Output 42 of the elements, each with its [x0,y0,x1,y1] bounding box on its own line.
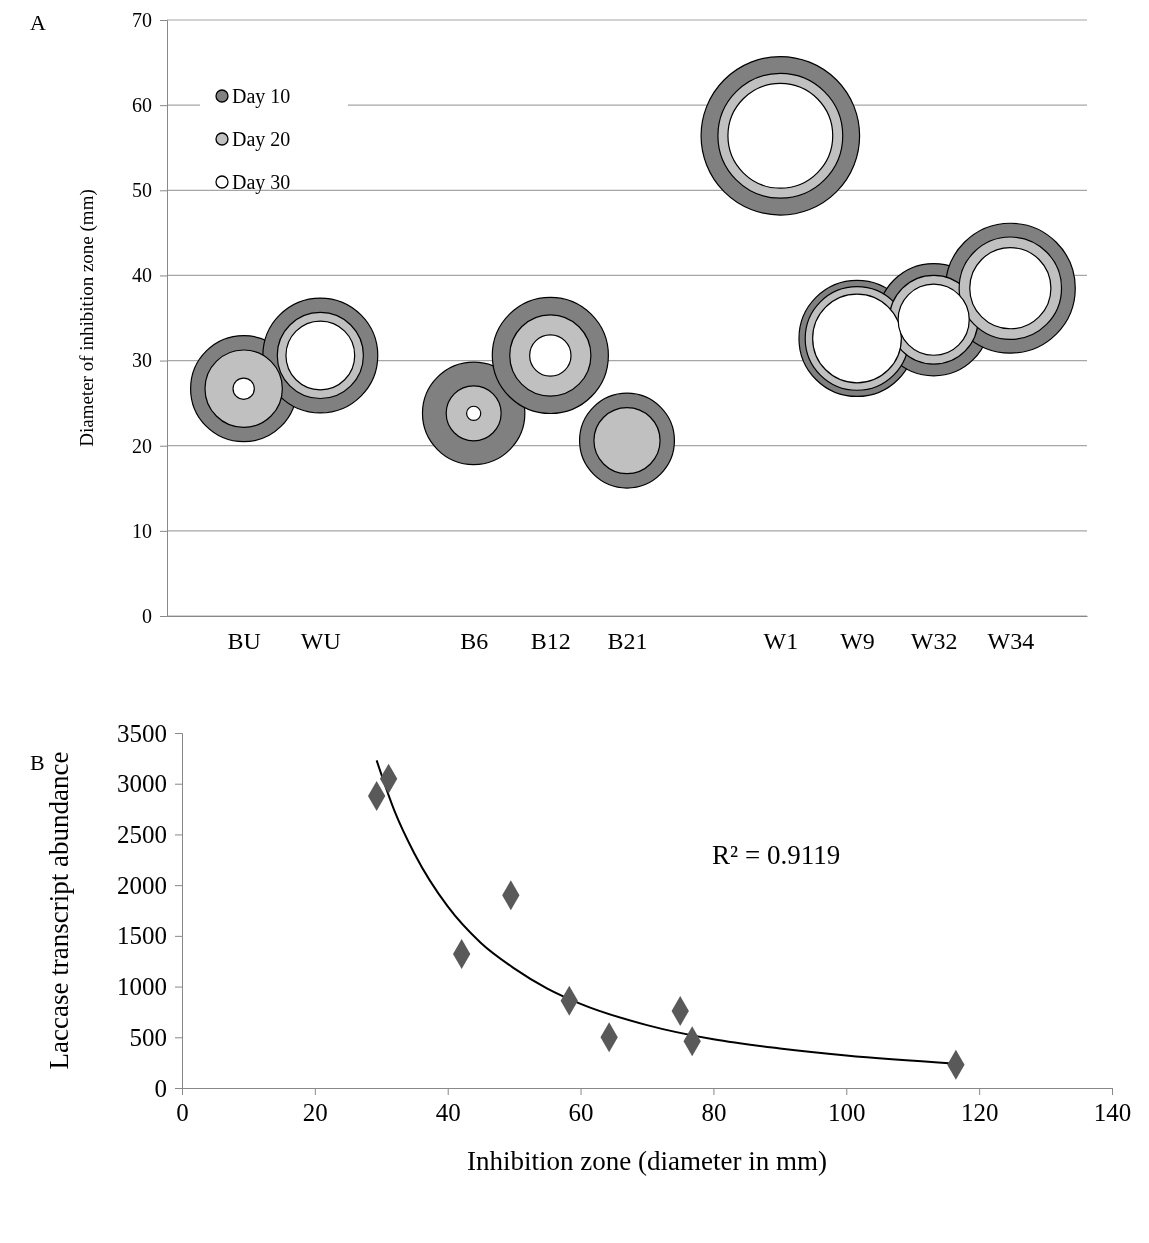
x-tick-label: 140 [1093,1098,1132,1126]
x-tick-label: 100 [828,1098,866,1126]
y-tick-label: 1000 [117,973,167,1001]
x-tick-label: B6 [460,628,489,655]
annotation: R² = 0.9119 [712,840,841,871]
text: A [30,10,46,35]
y-axis-title: Laccase transcript abundance [44,751,74,1070]
y-tick-label: 0 [154,1074,167,1102]
y-tick-label: 20 [132,434,152,457]
y-tick-label: 500 [129,1023,167,1051]
y-tick-label: 2500 [117,820,167,848]
y-tick-label: 3500 [117,719,167,747]
x-tick-label: W34 [987,628,1035,655]
y-tick-label: 50 [132,179,152,202]
legend-label: Day 30 [232,171,291,194]
y-tick-label: 2000 [117,871,167,899]
x-tick-label: 40 [435,1098,461,1126]
text: B [30,750,45,775]
x-tick-label: B21 [607,628,648,655]
y-tick-label: 3000 [117,770,167,798]
y-tick-label: 60 [132,94,152,117]
y-tick-label: 30 [132,349,152,372]
x-tick-label: BU [227,628,261,655]
legend-label: Day 10 [232,85,291,108]
x-tick-label: B12 [530,628,571,655]
y-tick-label: 1500 [117,922,167,950]
x-tick-label: WU [300,628,341,655]
y-tick-label: 0 [142,604,152,627]
x-tick-label: 60 [568,1098,594,1126]
y-tick-label: 70 [132,8,152,31]
x-tick-label: 20 [302,1098,328,1126]
x-tick-label: W9 [840,628,875,655]
x-axis-title: Inhibition zone (diameter in mm) [467,1146,827,1176]
x-tick-label: W1 [763,628,799,655]
x-tick-label: W32 [910,628,958,655]
x-tick-label: 0 [176,1098,189,1126]
y-tick-label: 40 [132,264,152,287]
y-tick-label: 10 [132,519,152,542]
y-axis-title: Diameter of inhibition zone (mm) [76,189,98,447]
x-tick-label: 80 [701,1098,727,1126]
x-tick-label: 120 [960,1098,999,1126]
legend-label: Day 20 [232,128,291,151]
